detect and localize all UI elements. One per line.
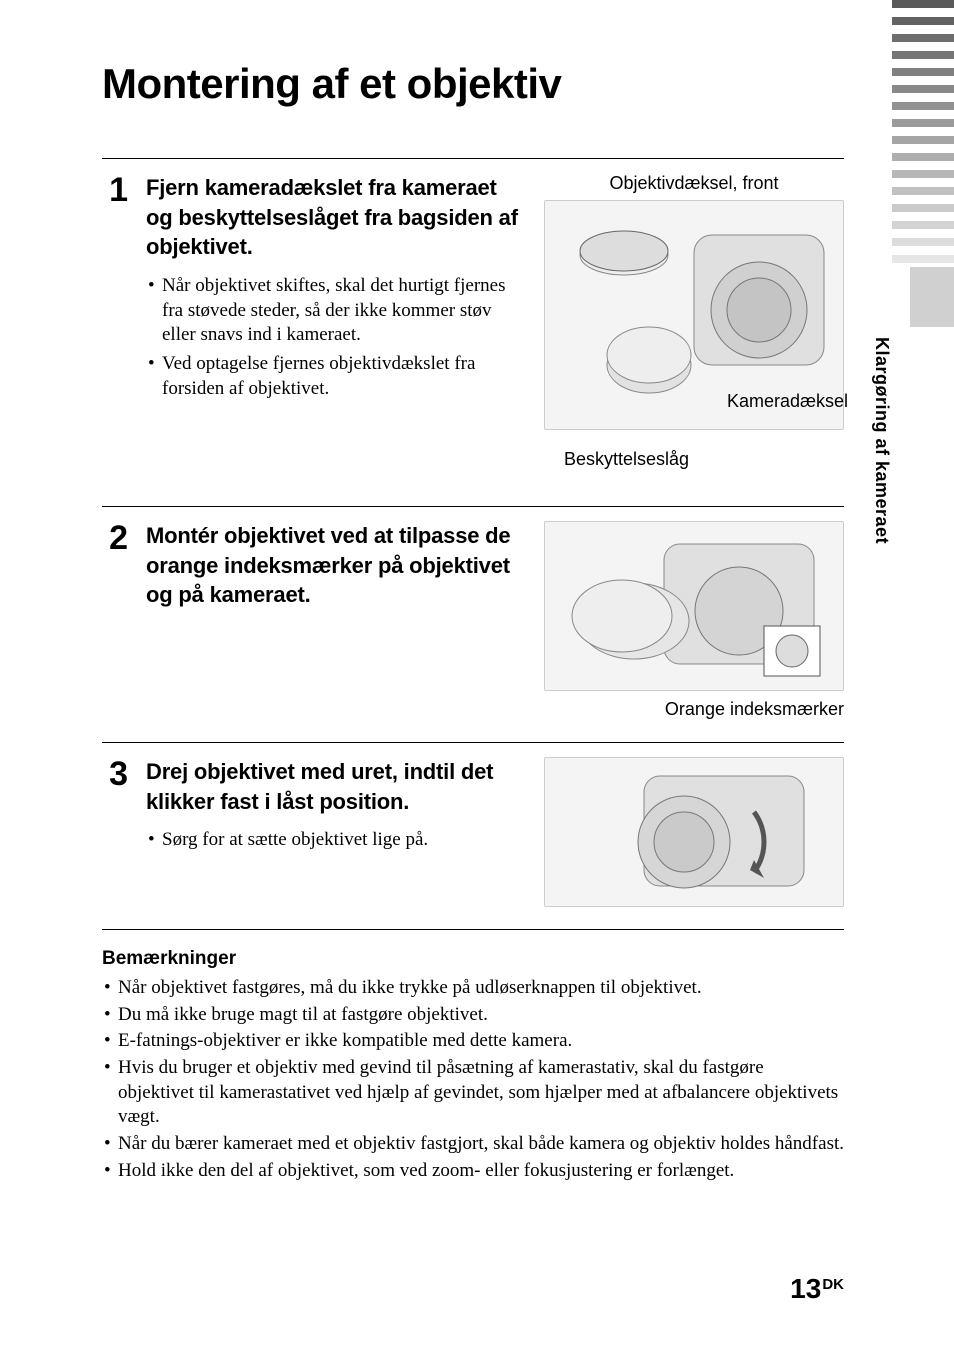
- page-number: 13DK: [790, 1273, 844, 1305]
- figure-placeholder: [544, 521, 844, 691]
- figure-placeholder: [544, 757, 844, 907]
- page-number-suffix: DK: [822, 1276, 844, 1293]
- step-3-heading: Drej objektivet med uret, indtil det kli…: [146, 757, 524, 816]
- section-tab: [910, 267, 954, 327]
- step-1-bullet: Ved optagelse fjernes objektivdækslet fr…: [148, 352, 524, 401]
- step-3-figure: [544, 757, 844, 907]
- figure-label-top: Objektivdæksel, front: [544, 173, 844, 194]
- step-2-number: 2: [102, 521, 128, 555]
- step-1-heading: Fjern kameradækslet fra kameraet og besk…: [146, 173, 524, 262]
- note-item: E-fatnings-objektiver er ikke kompatible…: [102, 1029, 844, 1054]
- page-content: Montering af et objektiv 1 Fjern kamerad…: [0, 0, 954, 1216]
- notes-section: Bemærkninger Når objektivet fastgøres, m…: [102, 929, 844, 1184]
- step-3-bullets: Sørg for at sætte objektivet lige på.: [146, 828, 524, 853]
- step-2-heading: Montér objektivet ved at tilpasse de ora…: [146, 521, 524, 610]
- step-1-number: 1: [102, 173, 128, 207]
- step-1: 1 Fjern kameradækslet fra kameraet og be…: [102, 158, 844, 506]
- step-1-figure: Objektivdæksel, front Kameradæksel Besky…: [544, 173, 844, 478]
- step-2-figure: Orange indeksmærker: [544, 521, 844, 720]
- note-item: Hvis du bruger et objektiv med gevind ti…: [102, 1056, 844, 1130]
- side-section-label: Klargøring af kameraet: [871, 337, 892, 544]
- step-3: 3 Drej objektivet med uret, indtil det k…: [102, 742, 844, 929]
- note-item: Du må ikke bruge magt til at fastgøre ob…: [102, 1003, 844, 1028]
- figure-annotation: Kameradæksel: [727, 391, 848, 412]
- note-item: Hold ikke den del af objektivet, som ved…: [102, 1159, 844, 1184]
- figure-label-bottom: Orange indeksmærker: [544, 699, 844, 720]
- step-3-bullet: Sørg for at sætte objektivet lige på.: [148, 828, 524, 853]
- notes-list: Når objektivet fastgøres, må du ikke try…: [102, 976, 844, 1184]
- step-3-number: 3: [102, 757, 128, 791]
- note-item: Når objektivet fastgøres, må du ikke try…: [102, 976, 844, 1001]
- step-1-bullets: Når objektivet skiftes, skal det hurtigt…: [146, 274, 524, 401]
- page-title: Montering af et objektiv: [102, 60, 844, 108]
- notes-heading: Bemærkninger: [102, 948, 844, 970]
- step-1-bullet: Når objektivet skiftes, skal det hurtigt…: [148, 274, 524, 348]
- note-item: Når du bærer kameraet med et objektiv fa…: [102, 1132, 844, 1157]
- step-2: 2 Montér objektivet ved at tilpasse de o…: [102, 506, 844, 742]
- figure-annotation: Beskyttelseslåg: [564, 449, 689, 470]
- page-number-value: 13: [790, 1273, 821, 1304]
